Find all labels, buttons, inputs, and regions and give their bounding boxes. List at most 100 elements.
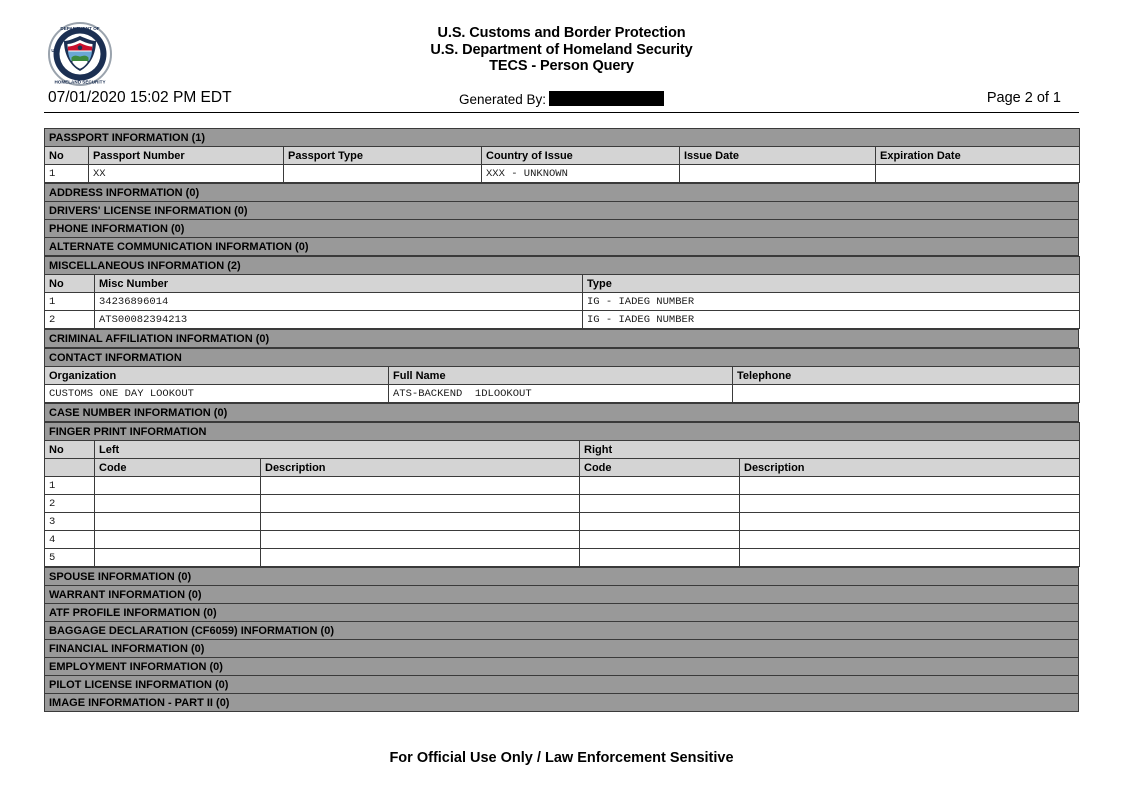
col-country-of-issue: Country of Issue (481, 146, 680, 165)
cell-no: 1 (44, 476, 95, 495)
cell-left-code (94, 530, 261, 549)
cell-right-code (579, 512, 740, 531)
column-header-row: No Misc Number Type (44, 274, 1080, 293)
section-header-row: ALTERNATE COMMUNICATION INFORMATION (0) (44, 237, 1079, 256)
section-title-baggage-declaration: BAGGAGE DECLARATION (CF6059) INFORMATION… (44, 621, 1079, 640)
section-header-row: MISCELLANEOUS INFORMATION (2) (44, 256, 1080, 275)
section-title-contact: CONTACT INFORMATION (43, 348, 1081, 367)
section-header-row: WARRANT INFORMATION (0) (44, 585, 1079, 604)
section-title-criminal-affiliation: CRIMINAL AFFILIATION INFORMATION (0) (44, 329, 1079, 348)
col-full-name: Full Name (388, 366, 733, 385)
cell-no: 3 (44, 512, 95, 531)
cell-right-description (738, 530, 1081, 549)
cell-right-code (579, 476, 740, 495)
header-divider (44, 112, 1079, 113)
col-no: No (44, 146, 89, 165)
cell-type: IG - IADEG NUMBER (582, 310, 1080, 329)
cell-right-code (579, 548, 740, 567)
report-title: TECS - Person Query (489, 58, 634, 74)
col-expiration-date: Expiration Date (874, 146, 1081, 165)
table-row: 1 XX XXX - UNKNOWN (44, 164, 1081, 183)
cell-no: 1 (44, 164, 89, 183)
agency-title-block: U.S. Customs and Border Protection U.S. … (0, 25, 1123, 75)
cell-type: IG - IADEG NUMBER (582, 292, 1080, 311)
agency-line-1: U.S. Customs and Border Protection (437, 25, 686, 41)
cell-left-description (260, 548, 580, 567)
section-header-row: CONTACT INFORMATION (43, 348, 1081, 367)
column-header-row: No Passport Number Passport Type Country… (44, 146, 1081, 165)
col-type: Type (582, 274, 1080, 293)
section-title-alternate-communication: ALTERNATE COMMUNICATION INFORMATION (0) (44, 237, 1079, 256)
col-telephone: Telephone (731, 366, 1081, 385)
col-passport-number: Passport Number (88, 146, 284, 165)
cell-right-description (738, 548, 1081, 567)
group-header-row: No Left Right (44, 440, 1081, 459)
section-title-image-information: IMAGE INFORMATION - PART II (0) (44, 693, 1079, 712)
col-passport-type: Passport Type (283, 146, 482, 165)
cell-no: 4 (44, 530, 95, 549)
section-title-pilot-license: PILOT LICENSE INFORMATION (0) (44, 675, 1079, 694)
col-group-right: Right (578, 440, 1081, 459)
cell-misc-number: ATS00082394213 (94, 310, 583, 329)
section-header-row: PILOT LICENSE INFORMATION (0) (44, 675, 1079, 694)
cell-left-code (94, 476, 261, 495)
section-header-row: FINANCIAL INFORMATION (0) (44, 639, 1079, 658)
section-header-row: CASE NUMBER INFORMATION (0) (44, 403, 1079, 422)
svg-text:DEPARTMENT OF: DEPARTMENT OF (60, 26, 99, 31)
section-title-financial: FINANCIAL INFORMATION (0) (44, 639, 1079, 658)
col-right-description: Description (738, 458, 1081, 477)
col-organization: Organization (44, 366, 389, 385)
cell-no: 2 (44, 494, 95, 513)
report-body: PASSPORT INFORMATION (1) No Passport Num… (43, 128, 1081, 712)
cell-full-name: ATS-BACKEND 1DLOOKOUT (388, 384, 733, 403)
col-misc-number: Misc Number (94, 274, 583, 293)
table-row: 2 (44, 494, 1081, 513)
section-title-case-number: CASE NUMBER INFORMATION (0) (44, 403, 1079, 422)
col-group-left: Left (94, 440, 580, 459)
generated-by-redaction (549, 91, 665, 106)
cell-left-code (94, 494, 261, 513)
cell-no: 2 (44, 310, 95, 329)
section-header-row: EMPLOYMENT INFORMATION (0) (44, 657, 1079, 676)
section-header-row: SPOUSE INFORMATION (0) (44, 567, 1079, 586)
section-title-fingerprint: FINGER PRINT INFORMATION (43, 422, 1081, 441)
section-title-miscellaneous: MISCELLANEOUS INFORMATION (2) (44, 256, 1080, 275)
case-number-section: CASE NUMBER INFORMATION (0) (44, 403, 1079, 422)
cell-misc-number: 34236896014 (94, 292, 583, 311)
cell-right-description (738, 494, 1081, 513)
document-footer: For Official Use Only / Law Enforcement … (389, 750, 734, 766)
col-issue-date: Issue Date (679, 146, 876, 165)
cell-country-of-issue: XXX - UNKNOWN (481, 164, 680, 183)
column-header-row: Organization Full Name Telephone (44, 366, 1081, 385)
sub-header-row: Code Description Code Description (44, 458, 1081, 477)
section-header-row: ADDRESS INFORMATION (0) (44, 183, 1079, 202)
cell-telephone (731, 384, 1081, 403)
passport-information-table: PASSPORT INFORMATION (1) No Passport Num… (43, 128, 1081, 183)
col-blank (44, 458, 95, 477)
document-header: DEPARTMENT OF HOMELAND SECURITY U.S. U.S… (0, 0, 1123, 86)
fingerprint-information-table: FINGER PRINT INFORMATION No Left Right C… (43, 422, 1081, 567)
section-title-address: ADDRESS INFORMATION (0) (44, 183, 1079, 202)
section-title-phone: PHONE INFORMATION (0) (44, 219, 1079, 238)
col-right-code: Code (579, 458, 740, 477)
cell-right-code (579, 530, 740, 549)
table-row: CUSTOMS ONE DAY LOOKOUT ATS-BACKEND 1DLO… (44, 384, 1081, 403)
table-row: 1 34236896014 IG - IADEG NUMBER (44, 292, 1080, 311)
col-no: No (44, 440, 95, 459)
section-title-drivers-license: DRIVERS' LICENSE INFORMATION (0) (44, 201, 1079, 220)
section-title-atf-profile: ATF PROFILE INFORMATION (0) (44, 603, 1079, 622)
col-left-description: Description (260, 458, 580, 477)
table-row: 1 (44, 476, 1081, 495)
contact-information-table: CONTACT INFORMATION Organization Full Na… (43, 348, 1081, 403)
section-title-passport: PASSPORT INFORMATION (1) (43, 128, 1081, 147)
col-left-code: Code (94, 458, 261, 477)
section-header-row: BAGGAGE DECLARATION (CF6059) INFORMATION… (44, 621, 1079, 640)
empty-sections-group-b: SPOUSE INFORMATION (0) WARRANT INFORMATI… (44, 567, 1079, 712)
table-row: 3 (44, 512, 1081, 531)
cell-issue-date (679, 164, 876, 183)
section-header-row: ATF PROFILE INFORMATION (0) (44, 603, 1079, 622)
table-row: 2 ATS00082394213 IG - IADEG NUMBER (44, 310, 1080, 329)
empty-sections-group-a: ADDRESS INFORMATION (0) DRIVERS' LICENSE… (44, 183, 1079, 256)
section-header-row: PASSPORT INFORMATION (1) (43, 128, 1081, 147)
generated-by-label: Generated By: (458, 92, 547, 107)
